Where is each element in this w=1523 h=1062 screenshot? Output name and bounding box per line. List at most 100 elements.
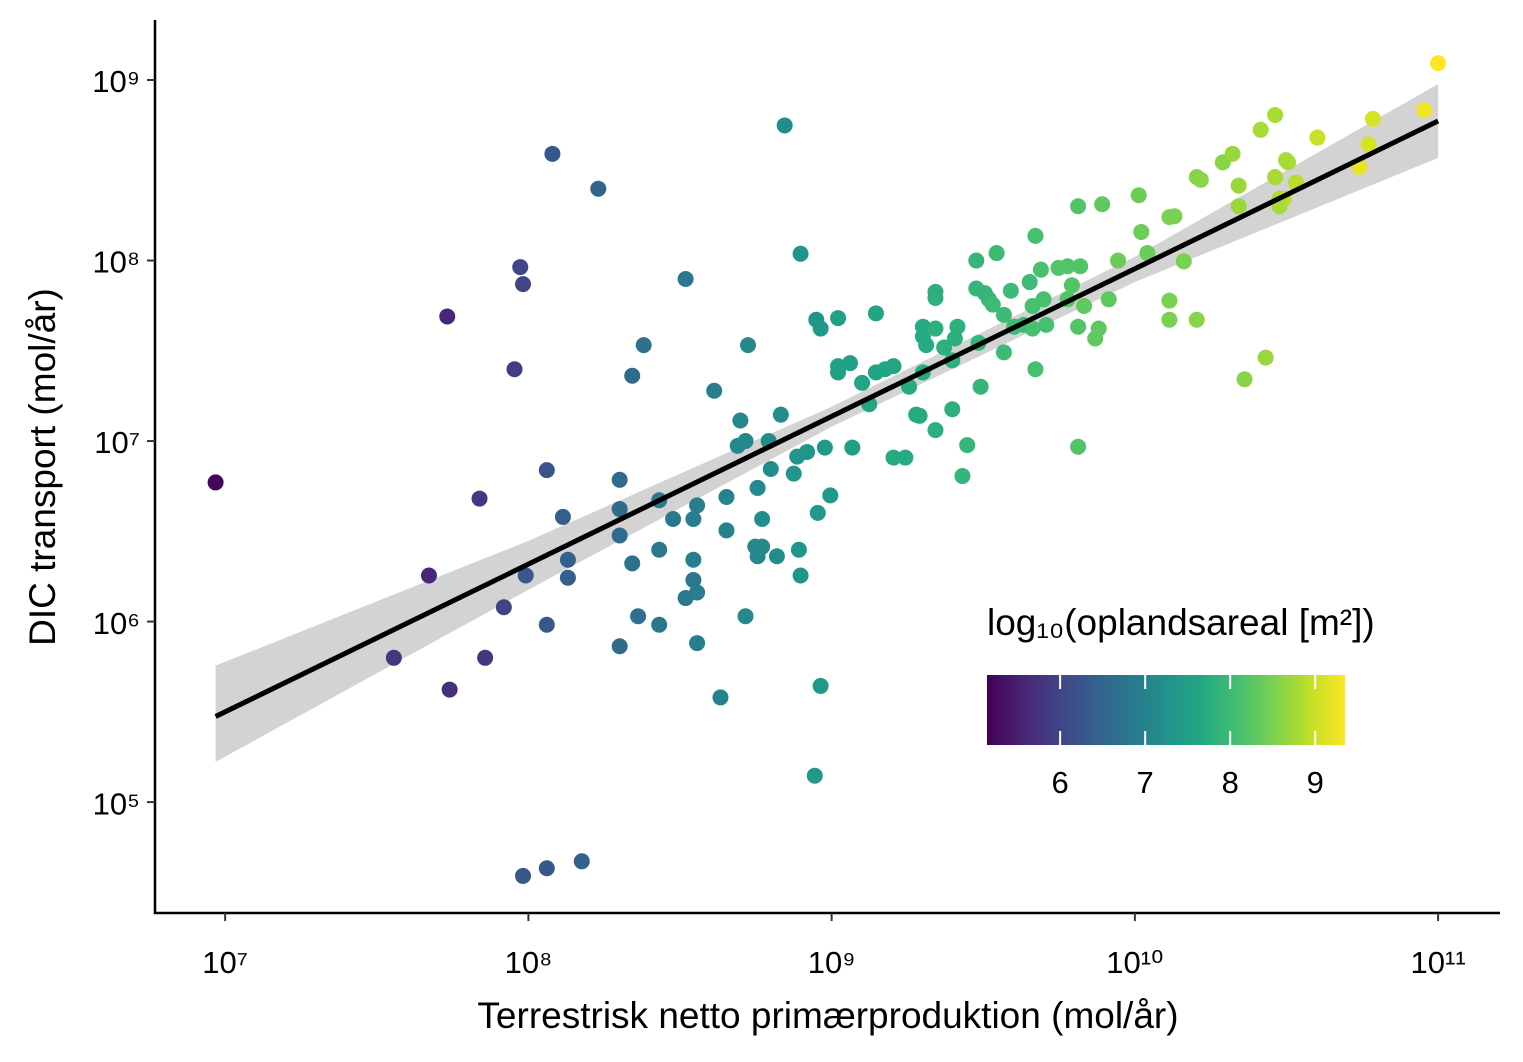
point	[1070, 438, 1087, 455]
point	[844, 439, 861, 456]
point	[1070, 318, 1087, 335]
point	[732, 412, 749, 429]
point	[689, 497, 706, 514]
colorbar-tick-label: 8	[1222, 765, 1239, 800]
point	[1430, 55, 1447, 72]
axis-layer: 10⁷ 10⁸ 10⁹ 10¹⁰ 10¹¹ 10⁵ 10⁶ 10⁷ 10⁸ 10⁹	[92, 20, 1500, 980]
point	[1063, 277, 1080, 294]
point	[754, 538, 771, 555]
point	[517, 567, 534, 584]
point	[207, 474, 224, 491]
point	[624, 367, 641, 384]
point	[611, 527, 628, 544]
y-tick-label: 10⁹	[92, 64, 140, 99]
y-tick-label: 10⁸	[92, 245, 140, 280]
legend-title: log₁₀(oplandsareal [m²])	[987, 602, 1375, 643]
point	[1130, 187, 1147, 204]
point	[792, 245, 809, 262]
point	[1166, 208, 1183, 225]
point	[772, 406, 789, 423]
point	[1059, 258, 1076, 275]
point	[1161, 292, 1178, 309]
point	[885, 449, 902, 466]
point	[968, 252, 985, 269]
point	[1027, 227, 1044, 244]
y-tick-label: 10⁶	[93, 606, 140, 641]
point	[1309, 129, 1326, 146]
point	[816, 439, 833, 456]
point	[538, 860, 555, 877]
point	[822, 487, 839, 504]
colorbar	[987, 675, 1345, 745]
point	[1175, 253, 1192, 270]
point	[385, 649, 402, 666]
point	[776, 117, 793, 134]
point	[554, 508, 571, 525]
point	[1188, 311, 1205, 328]
point	[1192, 171, 1209, 188]
point	[1076, 297, 1093, 314]
point	[515, 867, 532, 884]
point	[806, 767, 823, 784]
point	[1070, 198, 1087, 215]
point	[559, 569, 576, 586]
point	[944, 401, 961, 418]
confidence-band	[215, 84, 1439, 762]
point	[885, 358, 902, 375]
colorbar-tick-label: 7	[1137, 765, 1154, 800]
point	[1365, 110, 1382, 127]
point	[1416, 102, 1433, 119]
y-axis-title: DIC transport (mol/år)	[22, 288, 63, 646]
colorbar-tick-label: 6	[1052, 765, 1069, 800]
point	[677, 271, 694, 288]
fit-layer	[214, 118, 1440, 719]
y-tick-label: 10⁷	[94, 425, 140, 460]
point	[809, 504, 826, 521]
x-tick-label: 10¹⁰	[1106, 945, 1163, 980]
point	[420, 567, 437, 584]
point	[936, 339, 953, 356]
point	[1230, 177, 1247, 194]
point	[651, 616, 668, 633]
point	[573, 853, 590, 870]
point	[762, 461, 779, 478]
point	[685, 510, 702, 527]
point	[611, 638, 628, 655]
point	[441, 681, 458, 698]
point	[1360, 136, 1377, 153]
point	[1072, 258, 1089, 275]
point	[984, 296, 1001, 313]
point	[559, 551, 576, 568]
point	[1021, 274, 1038, 291]
point	[914, 328, 931, 345]
point	[1035, 291, 1052, 308]
point	[1161, 311, 1178, 328]
point	[1267, 169, 1284, 186]
point	[1027, 361, 1044, 378]
point	[651, 541, 668, 558]
point	[1257, 349, 1274, 366]
point	[812, 320, 829, 337]
point	[927, 320, 944, 337]
point	[685, 571, 702, 588]
point	[830, 310, 847, 327]
point	[471, 490, 488, 507]
point	[897, 449, 914, 466]
point	[995, 344, 1012, 361]
fit-line	[214, 118, 1440, 719]
x-tick-label: 10⁷	[202, 945, 248, 980]
point	[538, 462, 555, 479]
point	[706, 382, 723, 399]
point	[854, 374, 871, 391]
band-layer	[215, 84, 1439, 762]
point	[712, 689, 729, 706]
point	[790, 541, 807, 558]
point	[799, 443, 816, 460]
point	[792, 567, 809, 584]
point	[477, 649, 494, 666]
x-axis-title: Terrestrisk netto primærproduktion (mol/…	[477, 995, 1178, 1036]
point	[611, 501, 628, 518]
point	[1110, 252, 1127, 269]
x-tick-label: 10¹¹	[1411, 945, 1466, 980]
